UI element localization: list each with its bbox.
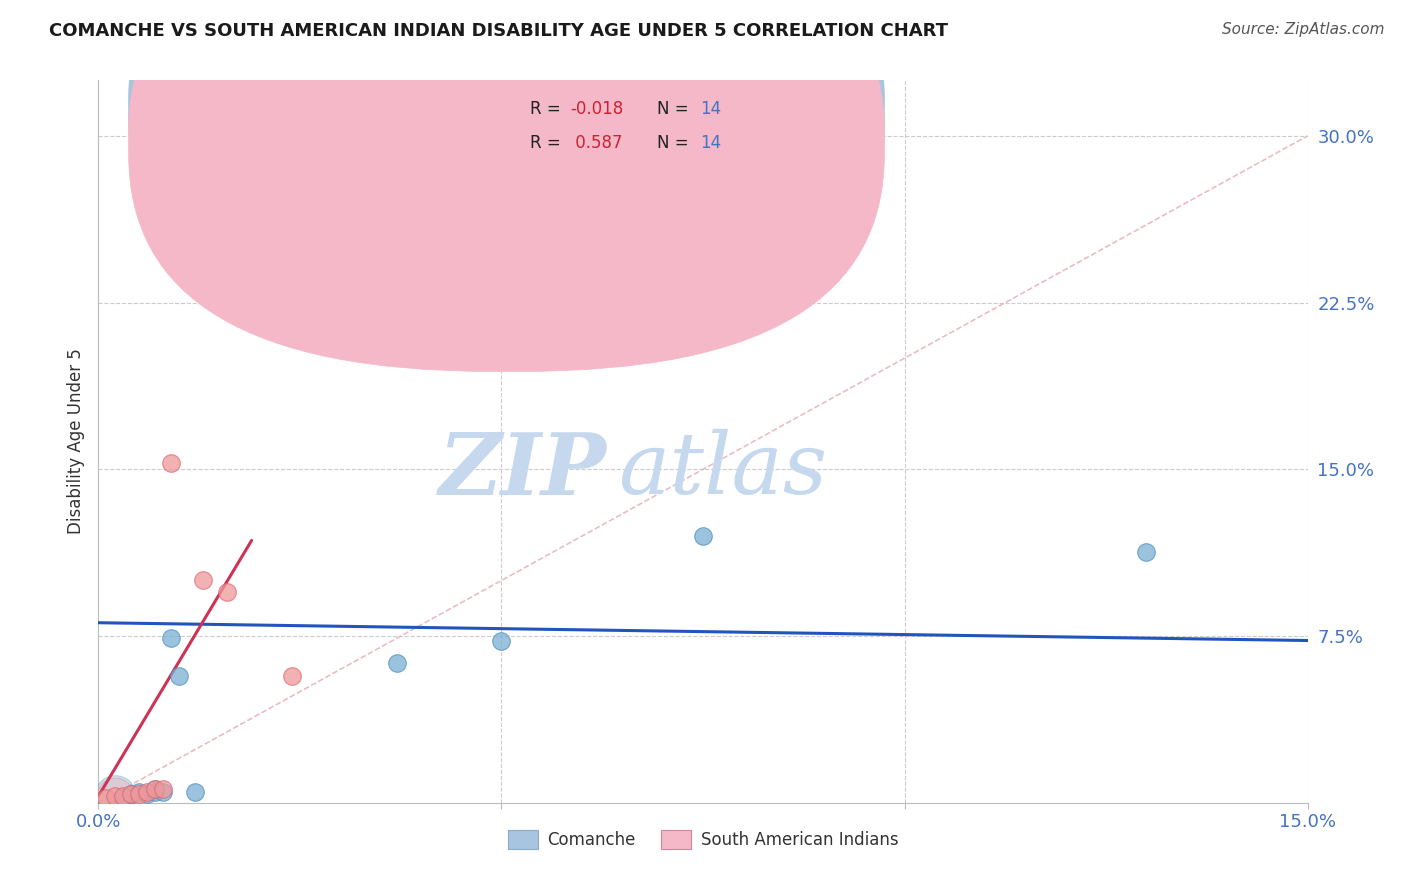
- Point: [224, 200, 246, 214]
- Point: [692, 529, 714, 543]
- Point: [152, 782, 174, 797]
- Point: [143, 782, 166, 797]
- Point: [143, 782, 166, 797]
- Text: atlas: atlas: [619, 429, 828, 512]
- Point: [217, 584, 239, 599]
- Point: [385, 656, 408, 670]
- Point: [281, 669, 304, 683]
- Text: 14: 14: [700, 100, 721, 118]
- Point: [184, 785, 207, 799]
- Point: [167, 669, 190, 683]
- Point: [111, 789, 134, 804]
- Text: R =: R =: [530, 134, 567, 153]
- Point: [103, 789, 125, 804]
- Point: [135, 787, 157, 801]
- Point: [143, 785, 166, 799]
- Point: [160, 456, 183, 470]
- Text: -0.018: -0.018: [569, 100, 623, 118]
- Point: [135, 785, 157, 799]
- Point: [111, 791, 134, 805]
- Point: [120, 787, 142, 801]
- Text: ZIP: ZIP: [439, 429, 606, 512]
- Legend: Comanche, South American Indians: Comanche, South American Indians: [501, 823, 905, 856]
- Point: [103, 789, 125, 804]
- Point: [160, 632, 183, 646]
- Text: R =: R =: [530, 100, 567, 118]
- FancyBboxPatch shape: [479, 87, 800, 170]
- FancyBboxPatch shape: [129, 0, 884, 371]
- Point: [491, 633, 513, 648]
- Text: COMANCHE VS SOUTH AMERICAN INDIAN DISABILITY AGE UNDER 5 CORRELATION CHART: COMANCHE VS SOUTH AMERICAN INDIAN DISABI…: [49, 22, 948, 40]
- Text: 0.587: 0.587: [569, 134, 623, 153]
- Text: Source: ZipAtlas.com: Source: ZipAtlas.com: [1222, 22, 1385, 37]
- Y-axis label: Disability Age Under 5: Disability Age Under 5: [66, 349, 84, 534]
- Point: [103, 789, 125, 804]
- Point: [128, 787, 150, 801]
- Point: [96, 791, 118, 805]
- Point: [152, 785, 174, 799]
- Point: [120, 787, 142, 801]
- FancyBboxPatch shape: [129, 0, 884, 338]
- Text: N =: N =: [657, 100, 695, 118]
- Point: [128, 785, 150, 799]
- Point: [1135, 544, 1157, 558]
- Point: [193, 574, 215, 588]
- Text: N =: N =: [657, 134, 695, 153]
- Text: 14: 14: [700, 134, 721, 153]
